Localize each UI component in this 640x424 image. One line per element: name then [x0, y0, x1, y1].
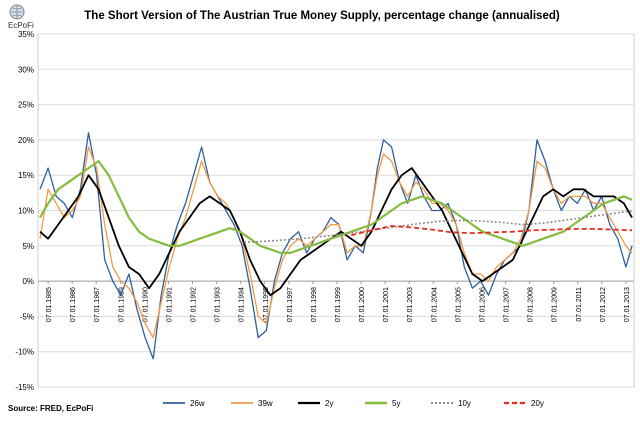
x-tick-label: 07.01.2013: [624, 287, 631, 322]
y-tick-label: 20%: [18, 136, 34, 145]
x-tick-label: 07.01.1994: [239, 287, 246, 322]
x-tick-label: 07.01.1989: [118, 287, 125, 322]
x-tick-label: 07.01.1999: [335, 287, 342, 322]
y-tick-label: -10%: [15, 348, 34, 357]
x-tick-label: 07.01.2012: [600, 287, 607, 322]
x-tick-label: 07.01.2000: [359, 287, 366, 322]
y-tick-label: 0%: [22, 277, 34, 286]
legend: 26w 39w 2y 5y 10y 20y: [163, 399, 544, 408]
logo-globe-lines: [11, 5, 23, 19]
y-tick-label: -15%: [15, 383, 34, 392]
legend-item-26w: 26w: [163, 399, 205, 408]
chart-title: The Short Version of The Austrian True M…: [84, 10, 560, 22]
x-tick-label: 07.01.2003: [407, 287, 414, 322]
x-tick-label: 07.01.1997: [287, 287, 294, 322]
series-line-39w: [39, 146, 633, 339]
x-tick-label: 07.01.2011: [576, 287, 583, 322]
x-tick-label: 07.01.1993: [215, 287, 222, 322]
logo-text: EcPoFi: [8, 21, 34, 30]
x-tick-label: 07.01.1990: [142, 287, 149, 322]
x-tick-label: 07.01.2005: [455, 287, 462, 322]
legend-label: 5y: [392, 399, 400, 408]
legend-label: 2y: [325, 399, 333, 408]
y-tick-label: 5%: [22, 242, 34, 251]
y-tick-label: 35%: [18, 30, 34, 39]
x-tick-label: 07.01.1992: [191, 287, 198, 322]
legend-item-39w: 39w: [231, 399, 273, 408]
x-tick-label: 07.01.1991: [166, 287, 173, 322]
source-note: Source: FRED, EcPoFi: [8, 404, 93, 413]
x-tick-label: 07.01.1987: [94, 287, 101, 322]
legend-label: 26w: [190, 399, 205, 408]
series-line-5y: [39, 160, 633, 254]
legend-label: 10y: [458, 399, 471, 408]
x-tick-label: 07.01.2009: [552, 287, 559, 322]
x-tick-label: 07.01.1986: [70, 287, 77, 322]
x-tick-label: 07.01.2008: [528, 287, 535, 322]
y-axis-ticks: -15% -10% -5% 0% 5% 10% 15% 20% 25% 30% 35%: [15, 30, 34, 392]
x-tick-label: 07.01.2001: [383, 287, 390, 322]
y-tick-label: 25%: [18, 101, 34, 110]
legend-label: 20y: [531, 399, 544, 408]
legend-label: 39w: [258, 399, 273, 408]
y-tick-label: 10%: [18, 207, 34, 216]
series-line-20y: [350, 225, 633, 237]
y-tick-label: 15%: [18, 171, 34, 180]
x-tick-label: 07.01.1998: [311, 287, 318, 322]
legend-item-20y: 20y: [504, 399, 544, 408]
legend-item-2y: 2y: [298, 399, 333, 408]
y-tick-label: -5%: [20, 312, 34, 321]
legend-item-5y: 5y: [365, 399, 400, 408]
series-lines: [39, 132, 633, 360]
ecpofi-logo: EcPoFi: [8, 4, 34, 30]
x-axis-ticks: 07.01.1985 07.01.1986 07.01.1987 07.01.1989…: [46, 281, 631, 322]
x-tick-label: 07.01.1985: [46, 287, 53, 322]
x-tick-label: 07.01.2006: [479, 287, 486, 322]
x-tick-label: 07.01.1995: [263, 287, 270, 322]
legend-item-10y: 10y: [431, 399, 471, 408]
x-tick-label: 07.01.2004: [431, 287, 438, 322]
y-tick-label: 30%: [18, 65, 34, 74]
x-tick-label: 07.01.2007: [504, 287, 511, 322]
